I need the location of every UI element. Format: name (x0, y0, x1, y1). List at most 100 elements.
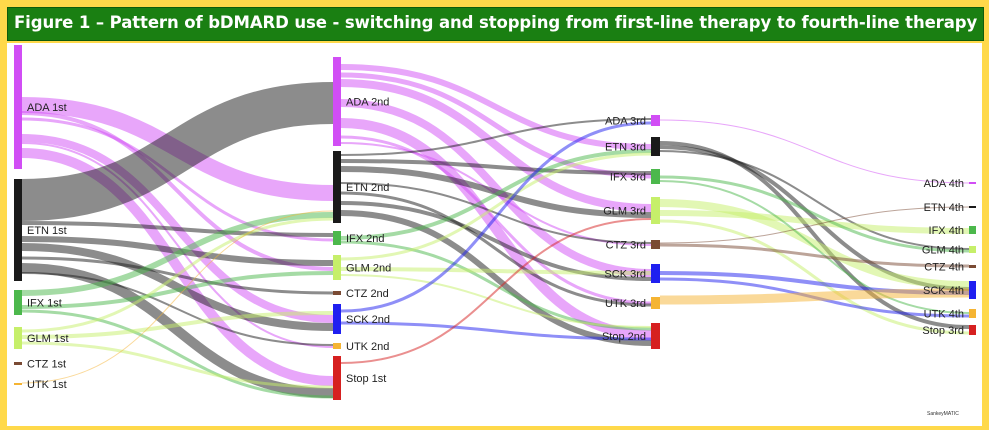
flow-etn2-to-sck3 (340, 201, 652, 281)
flow-glm1-to-sck2 (21, 311, 334, 339)
flow-glm3-to-ifx4 (659, 210, 970, 234)
node-bar-ifx3 (651, 169, 660, 184)
node-bar-utk4 (969, 309, 976, 318)
node-bar-ada4 (969, 182, 976, 184)
node-bar-etn2 (333, 151, 341, 223)
node-label-stop3: Stop 3rd (922, 325, 964, 337)
flow-ifx1-to-glm2 (21, 271, 334, 309)
node-label-ifx4: IFX 4th (929, 225, 964, 237)
flow-ifx2-to-etn3 (340, 149, 652, 240)
flow-ctz3-to-etn4 (659, 206, 970, 244)
node-bar-glm2 (333, 255, 341, 280)
flow-etn2-to-ada3 (340, 118, 652, 156)
flow-ada3-to-ada4 (659, 119, 970, 184)
node-bar-glm4 (969, 246, 976, 253)
node-label-sck4: SCK 4th (923, 285, 964, 297)
sankey-labels: ADA 1st ETN 1st IFX 1st GLM 1st CTZ 1st UTK 1… (27, 97, 964, 392)
flow-ada2-to-utk3 (340, 135, 652, 305)
node-bar-sck4 (969, 281, 976, 299)
flow-etn2-to-ctz3 (340, 182, 652, 244)
flow-glm2-to-stop2 (340, 274, 652, 328)
node-label-ada3: ADA 3rd (605, 116, 646, 128)
node-label-utk1: UTK 1st (27, 379, 67, 391)
node-bar-ctz3 (651, 240, 660, 249)
sankey-canvas: ADA 1st ETN 1st IFX 1st GLM 1st CTZ 1st UTK 1… (7, 43, 982, 426)
node-label-utk2: UTK 2nd (346, 341, 389, 353)
node-label-ifx2: IFX 2nd (346, 233, 385, 245)
node-bar-sck3 (651, 264, 660, 283)
node-bar-ifx1 (14, 290, 22, 315)
node-label-etn2: ETN 2nd (346, 182, 389, 194)
node-label-sck2: SCK 2nd (346, 314, 390, 326)
flow-ctz3-to-ctz4 (659, 243, 970, 268)
node-label-ifx1: IFX 1st (27, 298, 62, 310)
figure-title-bar: Figure 1 – Pattern of bDMARD use - switc… (7, 7, 984, 41)
flow-utk3-to-sck4 (659, 288, 970, 305)
node-label-glm2: GLM 2nd (346, 263, 391, 275)
node-bar-ifx2 (333, 231, 341, 245)
node-bar-ada3 (651, 115, 660, 126)
node-label-ada4: ADA 4th (924, 178, 964, 190)
node-label-utk3: UTK 3rd (605, 298, 646, 310)
node-label-stop1: Stop 1st (346, 373, 386, 385)
sankey-diagram: ADA 1st ETN 1st IFX 1st GLM 1st CTZ 1st UTK 1… (14, 45, 976, 417)
node-bar-ada2 (333, 57, 341, 146)
node-label-glm4: GLM 4th (922, 245, 964, 257)
flow-ada1-to-utk2 (21, 142, 334, 348)
node-label-ctz1: CTZ 1st (27, 359, 66, 371)
node-bar-etn4 (969, 206, 976, 208)
flow-glm2-to-etn3 (340, 152, 652, 261)
node-label-ifx3: IFX 3rd (610, 172, 646, 184)
flow-glm3-to-stop3 (659, 219, 970, 335)
node-label-etn1: ETN 1st (27, 225, 67, 237)
node-label-glm1: GLM 1st (27, 333, 69, 345)
node-bar-ctz1 (14, 362, 22, 365)
flow-etn2-to-stop2 (340, 210, 652, 346)
node-label-utk4: UTK 4th (924, 309, 964, 321)
sankey-flows (21, 64, 970, 399)
node-bar-glm1 (14, 327, 22, 349)
node-bar-stop1 (333, 356, 341, 400)
node-label-ctz3: CTZ 3rd (606, 240, 646, 252)
flow-sck2-to-stop2 (340, 321, 652, 341)
node-bar-utk2 (333, 343, 341, 349)
node-label-ada2: ADA 2nd (346, 97, 389, 109)
node-bar-ifx4 (969, 226, 976, 234)
node-bar-utk3 (651, 297, 660, 309)
flow-sck2-to-ada3 (340, 121, 652, 313)
flow-utk1-to-etn2 (21, 210, 334, 384)
flow-etn2-to-utk3 (340, 191, 652, 307)
sankey-nodes (14, 45, 976, 400)
flow-glm1-to-stop1 (21, 341, 334, 389)
node-label-glm3: GLM 3rd (603, 206, 646, 218)
flow-etn1-to-utk2 (21, 272, 334, 346)
node-label-ctz2: CTZ 2nd (346, 288, 389, 300)
node-bar-ctz2 (333, 291, 341, 295)
flow-etn3-to-sck4 (659, 145, 970, 291)
node-label-sck3: SCK 3rd (604, 269, 646, 281)
flow-ada2-to-etn3 (340, 64, 652, 150)
flow-etn1-to-sck2 (21, 243, 334, 331)
node-bar-sck2 (333, 304, 341, 334)
node-bar-etn3 (651, 137, 660, 156)
node-bar-ctz4 (969, 265, 976, 268)
figure-title: Figure 1 – Pattern of bDMARD use - switc… (14, 13, 978, 32)
node-bar-stop2 (651, 323, 660, 349)
node-bar-glm3 (651, 197, 660, 224)
node-label-etn4: ETN 4th (924, 202, 964, 214)
flow-ifx1-to-stop1 (21, 309, 334, 399)
node-label-stop2: Stop 2nd (602, 331, 646, 343)
node-label-ctz4: CTZ 4th (924, 262, 964, 274)
flow-glm1-to-etn2 (21, 217, 334, 333)
flow-ada1-to-stop1 (21, 148, 334, 386)
flow-ada2-to-sck3 (340, 99, 652, 277)
node-bar-etn1 (14, 179, 22, 281)
flow-etn1-to-ada2 (21, 82, 334, 221)
flow-etn1-to-stop1 (21, 263, 334, 398)
flow-ifx3-to-glm4 (659, 175, 970, 253)
flow-ifx3-to-utk4 (659, 180, 970, 314)
flow-glm2-to-sck3 (340, 267, 652, 275)
flow-ada2-to-glm3 (340, 79, 652, 212)
flow-stop1-to-glm3 (340, 218, 652, 364)
node-bar-utk1 (14, 383, 22, 385)
